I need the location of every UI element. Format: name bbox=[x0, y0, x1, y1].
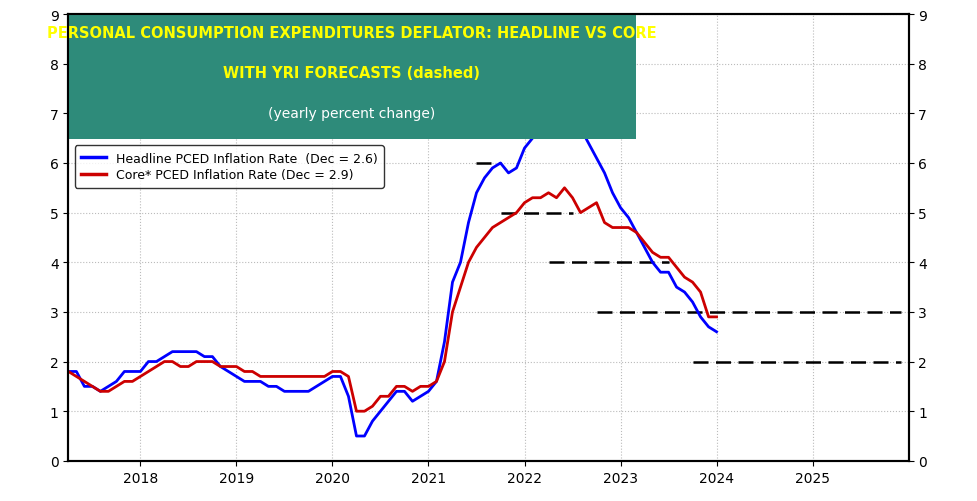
Text: (yearly percent change): (yearly percent change) bbox=[269, 106, 436, 120]
Bar bbox=[68, 15, 636, 140]
Text: WITH YRI FORECASTS (dashed): WITH YRI FORECASTS (dashed) bbox=[224, 66, 481, 81]
Legend: Headline PCED Inflation Rate  (Dec = 2.6), Core* PCED Inflation Rate (Dec = 2.9): Headline PCED Inflation Rate (Dec = 2.6)… bbox=[74, 146, 384, 188]
Text: PERSONAL CONSUMPTION EXPENDITURES DEFLATOR: HEADLINE VS CORE: PERSONAL CONSUMPTION EXPENDITURES DEFLAT… bbox=[47, 26, 657, 41]
